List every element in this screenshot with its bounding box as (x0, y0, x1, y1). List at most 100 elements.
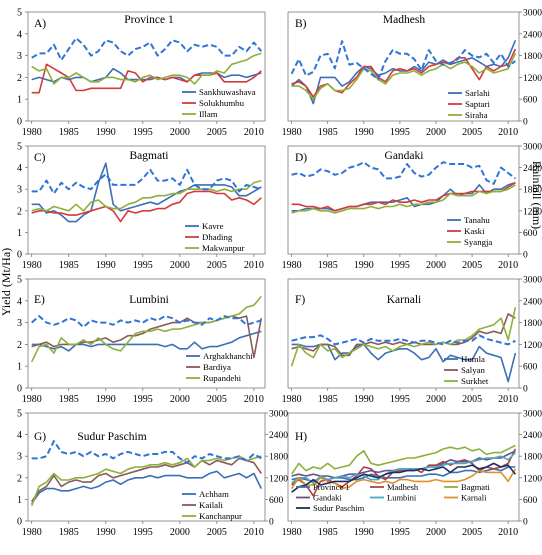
y-tick-label: 0 (17, 517, 22, 528)
y-tick-label: 1 (17, 228, 22, 239)
x-tick-label: 2005 (207, 127, 227, 138)
y2-tick-label: 600 (523, 496, 538, 506)
y2-tick-label: 600 (269, 496, 284, 506)
series-line-tanahu (291, 181, 516, 212)
series-line-illam (31, 52, 262, 85)
x-tick-label: 1985 (318, 127, 338, 138)
x-tick-label: 1990 (354, 527, 374, 538)
y-tick-label: 5 (17, 409, 22, 420)
x-tick-label: 2005 (462, 127, 482, 138)
x-tick-label: 1995 (133, 260, 153, 271)
legend-label: Lumbini (387, 493, 417, 503)
series-line-siraha (291, 53, 517, 100)
legend-label: Kanchanpur (199, 511, 242, 521)
panel-label: B) (295, 18, 307, 30)
y2-tick-label: 2400 (523, 164, 542, 174)
y2-tick-label: 0 (523, 251, 528, 261)
x-tick-label: 2010 (498, 127, 518, 138)
series-line-salyan (291, 313, 516, 357)
legend-label: Tanahu (464, 215, 490, 225)
series-line-sudur-paschim (291, 462, 517, 493)
x-tick-label: 1980 (282, 260, 302, 271)
y2-tick-label: 3000 (523, 9, 542, 19)
legend-label: Syangja (464, 237, 492, 247)
panel-title: Gandaki (385, 150, 424, 162)
rainfall-line (31, 37, 263, 61)
y2-tick-label: 600 (523, 96, 538, 106)
plot-frame (287, 11, 520, 122)
legend-label: Surkhet (461, 376, 489, 386)
panel-title: Sudur Paschim (77, 431, 146, 443)
legend-label: Illam (199, 109, 218, 119)
legend-label: Province 1 (313, 482, 350, 492)
series-line-lumbini (291, 452, 516, 485)
x-tick-label: 2010 (244, 127, 264, 138)
y2-tick-label: 0 (523, 518, 528, 528)
x-tick-label: 1995 (390, 394, 410, 405)
legend-label: Arghakhanchi (203, 351, 253, 361)
x-tick-label: 1980 (22, 260, 42, 271)
y2-tick-label: 2400 (523, 297, 542, 307)
x-tick-label: 2010 (498, 260, 518, 271)
x-tick-label: 2000 (426, 394, 446, 405)
y2-tick-label: 1800 (523, 453, 542, 463)
legend-label: Salyan (461, 365, 486, 375)
x-tick-label: 2010 (244, 527, 264, 538)
plot-frame (287, 278, 520, 389)
panel-label: A) (34, 18, 46, 30)
rainfall-line (291, 161, 517, 185)
y2-tick-label: 2400 (523, 30, 542, 40)
legend-label: Bagmati (461, 482, 490, 492)
rainfall-line (290, 40, 517, 81)
legend-label: Rupandehi (203, 373, 242, 383)
panel-title: Province 1 (124, 14, 174, 26)
x-tick-label: 2000 (170, 127, 190, 138)
y2-tick-label: 1800 (523, 52, 542, 62)
x-tick-label: 2010 (244, 260, 264, 271)
y-tick-label: 1 (17, 362, 22, 373)
panel-label: E) (34, 294, 45, 306)
y2-tick-label: 0 (523, 385, 528, 395)
x-tick-label: 1980 (22, 527, 42, 538)
x-tick-label: 2005 (207, 260, 227, 271)
legend-label: Achham (199, 489, 229, 499)
rainfall-line (31, 440, 262, 464)
y-tick-label: 4 (17, 296, 22, 307)
legend-label: Bardiya (203, 362, 231, 372)
series-line-makwanpur (31, 179, 262, 212)
x-tick-label: 1980 (282, 394, 302, 405)
legend-label: Makwanpur (202, 243, 245, 253)
rainfall-line (31, 315, 262, 328)
x-tick-label: 1990 (96, 394, 116, 405)
y-tick-label: 5 (17, 142, 22, 153)
plot-frame (287, 412, 520, 522)
series-line-bagmati (290, 444, 516, 475)
panel-title: Karnali (387, 294, 421, 306)
x-tick-label: 1980 (282, 127, 302, 138)
y-tick-label: 0 (17, 250, 22, 261)
x-tick-label: 2000 (170, 394, 190, 405)
y2-tick-label: 600 (523, 229, 538, 239)
panel-title: Bagmati (130, 150, 169, 162)
plot-frame (27, 412, 266, 522)
legend-label: Dhading (202, 232, 233, 242)
y2-tick-label: 0 (269, 518, 274, 528)
y-tick-label: 2 (17, 206, 22, 217)
legend-label: Gandaki (313, 493, 342, 503)
y-tick-label: 2 (17, 73, 22, 84)
y2-tick-label: 1800 (523, 319, 542, 329)
series-line-solukhumbu (31, 63, 262, 94)
legend-label: Kaski (464, 226, 485, 236)
x-tick-label: 2010 (244, 394, 264, 405)
plot-frame (27, 145, 266, 255)
y2-tick-label: 3000 (523, 410, 542, 420)
series-line-kavre (31, 162, 262, 223)
y-tick-label: 1 (17, 495, 22, 506)
x-tick-label: 1995 (390, 127, 410, 138)
legend-label: Madhesh (387, 482, 419, 492)
x-tick-label: 2010 (498, 527, 518, 538)
x-tick-label: 1985 (318, 260, 338, 271)
legend-label: Sankhuwashava (199, 87, 256, 97)
panel-title: Lumbini (129, 294, 169, 306)
